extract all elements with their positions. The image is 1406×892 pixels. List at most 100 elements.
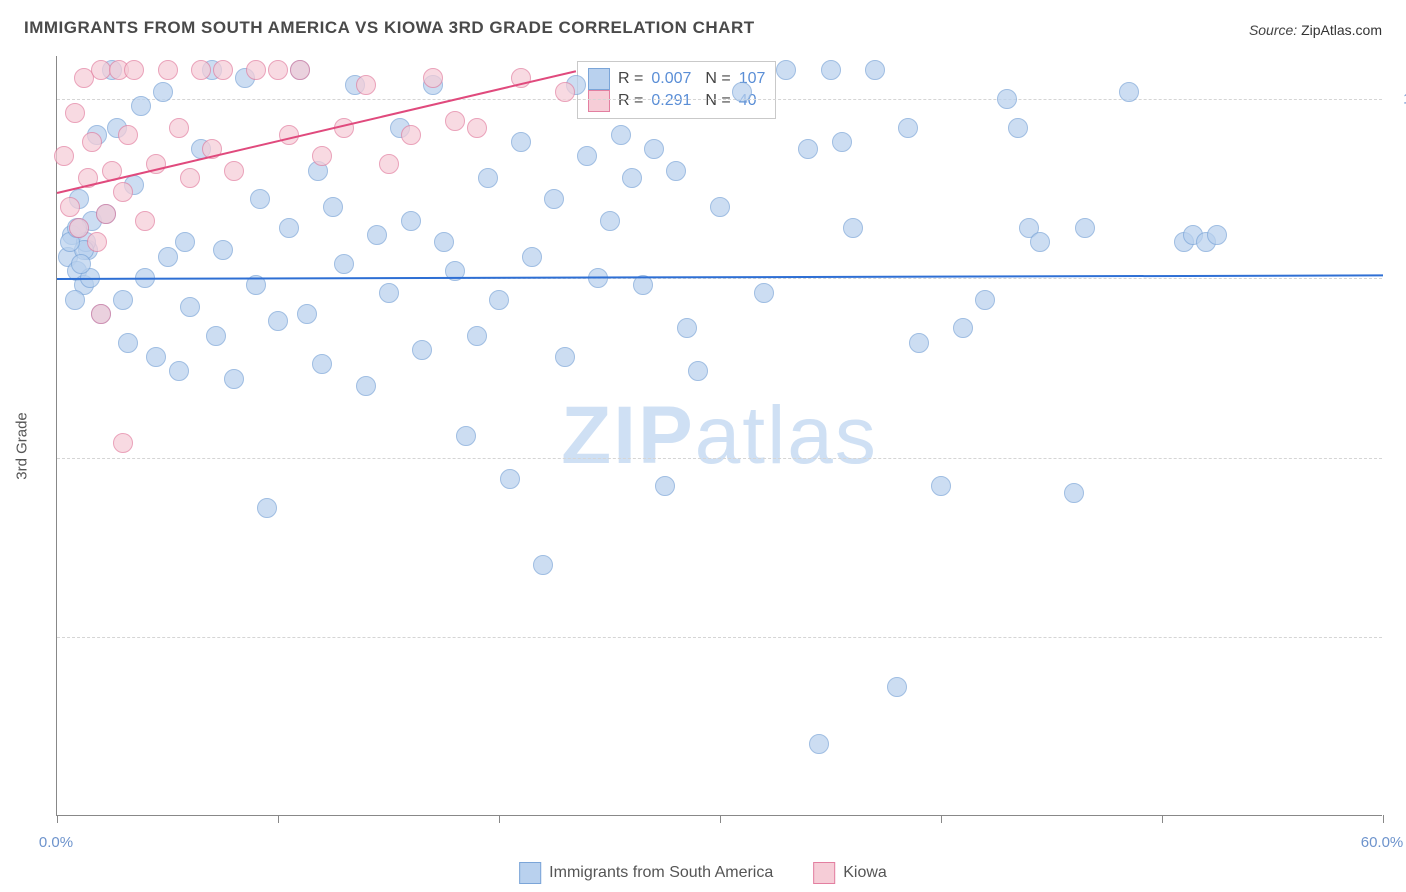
data-point <box>832 132 852 152</box>
data-point <box>445 111 465 131</box>
data-point <box>467 326 487 346</box>
watermark-bold: ZIP <box>561 390 695 481</box>
data-point <box>71 254 91 274</box>
data-point <box>60 197 80 217</box>
data-point <box>975 290 995 310</box>
data-point <box>113 433 133 453</box>
data-point <box>555 82 575 102</box>
source-value: ZipAtlas.com <box>1301 22 1382 38</box>
data-point <box>1030 232 1050 252</box>
data-point <box>798 139 818 159</box>
x-tick <box>278 815 279 823</box>
data-point <box>87 232 107 252</box>
data-point <box>312 146 332 166</box>
data-point <box>118 333 138 353</box>
n-label: N = <box>705 70 730 88</box>
data-point <box>96 204 116 224</box>
data-point <box>1075 218 1095 238</box>
data-point <box>577 146 597 166</box>
data-point <box>213 60 233 80</box>
x-tick <box>1162 815 1163 823</box>
data-point <box>809 734 829 754</box>
data-point <box>478 168 498 188</box>
data-point <box>898 118 918 138</box>
data-point <box>622 168 642 188</box>
data-point <box>997 89 1017 109</box>
y-axis-label: 3rd Grade <box>14 412 31 480</box>
legend-swatch <box>813 862 835 884</box>
scatter-plot-area: ZIPatlas R =0.007N =107R =0.291N =40 92.… <box>56 56 1382 816</box>
data-point <box>776 60 796 80</box>
data-point <box>65 290 85 310</box>
data-point <box>69 218 89 238</box>
data-point <box>213 240 233 260</box>
data-point <box>544 189 564 209</box>
data-point <box>124 60 144 80</box>
data-point <box>489 290 509 310</box>
data-point <box>865 60 885 80</box>
data-point <box>250 189 270 209</box>
data-point <box>644 139 664 159</box>
x-tick-label: 0.0% <box>39 834 73 851</box>
data-point <box>931 476 951 496</box>
data-point <box>82 132 102 152</box>
data-point <box>191 60 211 80</box>
data-point <box>367 225 387 245</box>
data-point <box>1008 118 1028 138</box>
data-point <box>655 476 675 496</box>
data-point <box>379 283 399 303</box>
data-point <box>54 146 74 166</box>
data-point <box>224 369 244 389</box>
data-point <box>677 318 697 338</box>
data-point <box>600 211 620 231</box>
r-label: R = <box>618 70 643 88</box>
data-point <box>423 68 443 88</box>
data-point <box>158 247 178 267</box>
data-point <box>533 555 553 575</box>
legend-swatch <box>519 862 541 884</box>
data-point <box>290 60 310 80</box>
data-point <box>175 232 195 252</box>
data-point <box>268 311 288 331</box>
data-point <box>511 132 531 152</box>
data-point <box>279 218 299 238</box>
chart-title: IMMIGRANTS FROM SOUTH AMERICA VS KIOWA 3… <box>24 18 755 38</box>
data-point <box>312 354 332 374</box>
x-tick-label: 60.0% <box>1361 834 1404 851</box>
data-point <box>909 333 929 353</box>
x-tick <box>720 815 721 823</box>
data-point <box>169 118 189 138</box>
data-point <box>555 347 575 367</box>
data-point <box>688 361 708 381</box>
gridline <box>57 637 1382 638</box>
data-point <box>500 469 520 489</box>
watermark: ZIPatlas <box>561 389 878 483</box>
x-tick <box>499 815 500 823</box>
gridline <box>57 99 1382 100</box>
data-point <box>135 211 155 231</box>
data-point <box>379 154 399 174</box>
data-point <box>206 326 226 346</box>
data-point <box>113 290 133 310</box>
data-point <box>821 60 841 80</box>
series-swatch <box>588 90 610 112</box>
x-tick <box>941 815 942 823</box>
source-label: Source: <box>1249 22 1297 38</box>
data-point <box>1119 82 1139 102</box>
data-point <box>113 182 133 202</box>
data-point <box>401 211 421 231</box>
data-point <box>401 125 421 145</box>
data-point <box>180 297 200 317</box>
data-point <box>91 304 111 324</box>
data-point <box>334 254 354 274</box>
legend-label: Kiowa <box>843 864 887 882</box>
data-point <box>1207 225 1227 245</box>
data-point <box>169 361 189 381</box>
series-swatch <box>588 68 610 90</box>
data-point <box>412 340 432 360</box>
data-point <box>356 376 376 396</box>
watermark-rest: atlas <box>695 390 878 481</box>
data-point <box>65 103 85 123</box>
legend-item: Immigrants from South America <box>519 862 773 884</box>
data-point <box>146 347 166 367</box>
